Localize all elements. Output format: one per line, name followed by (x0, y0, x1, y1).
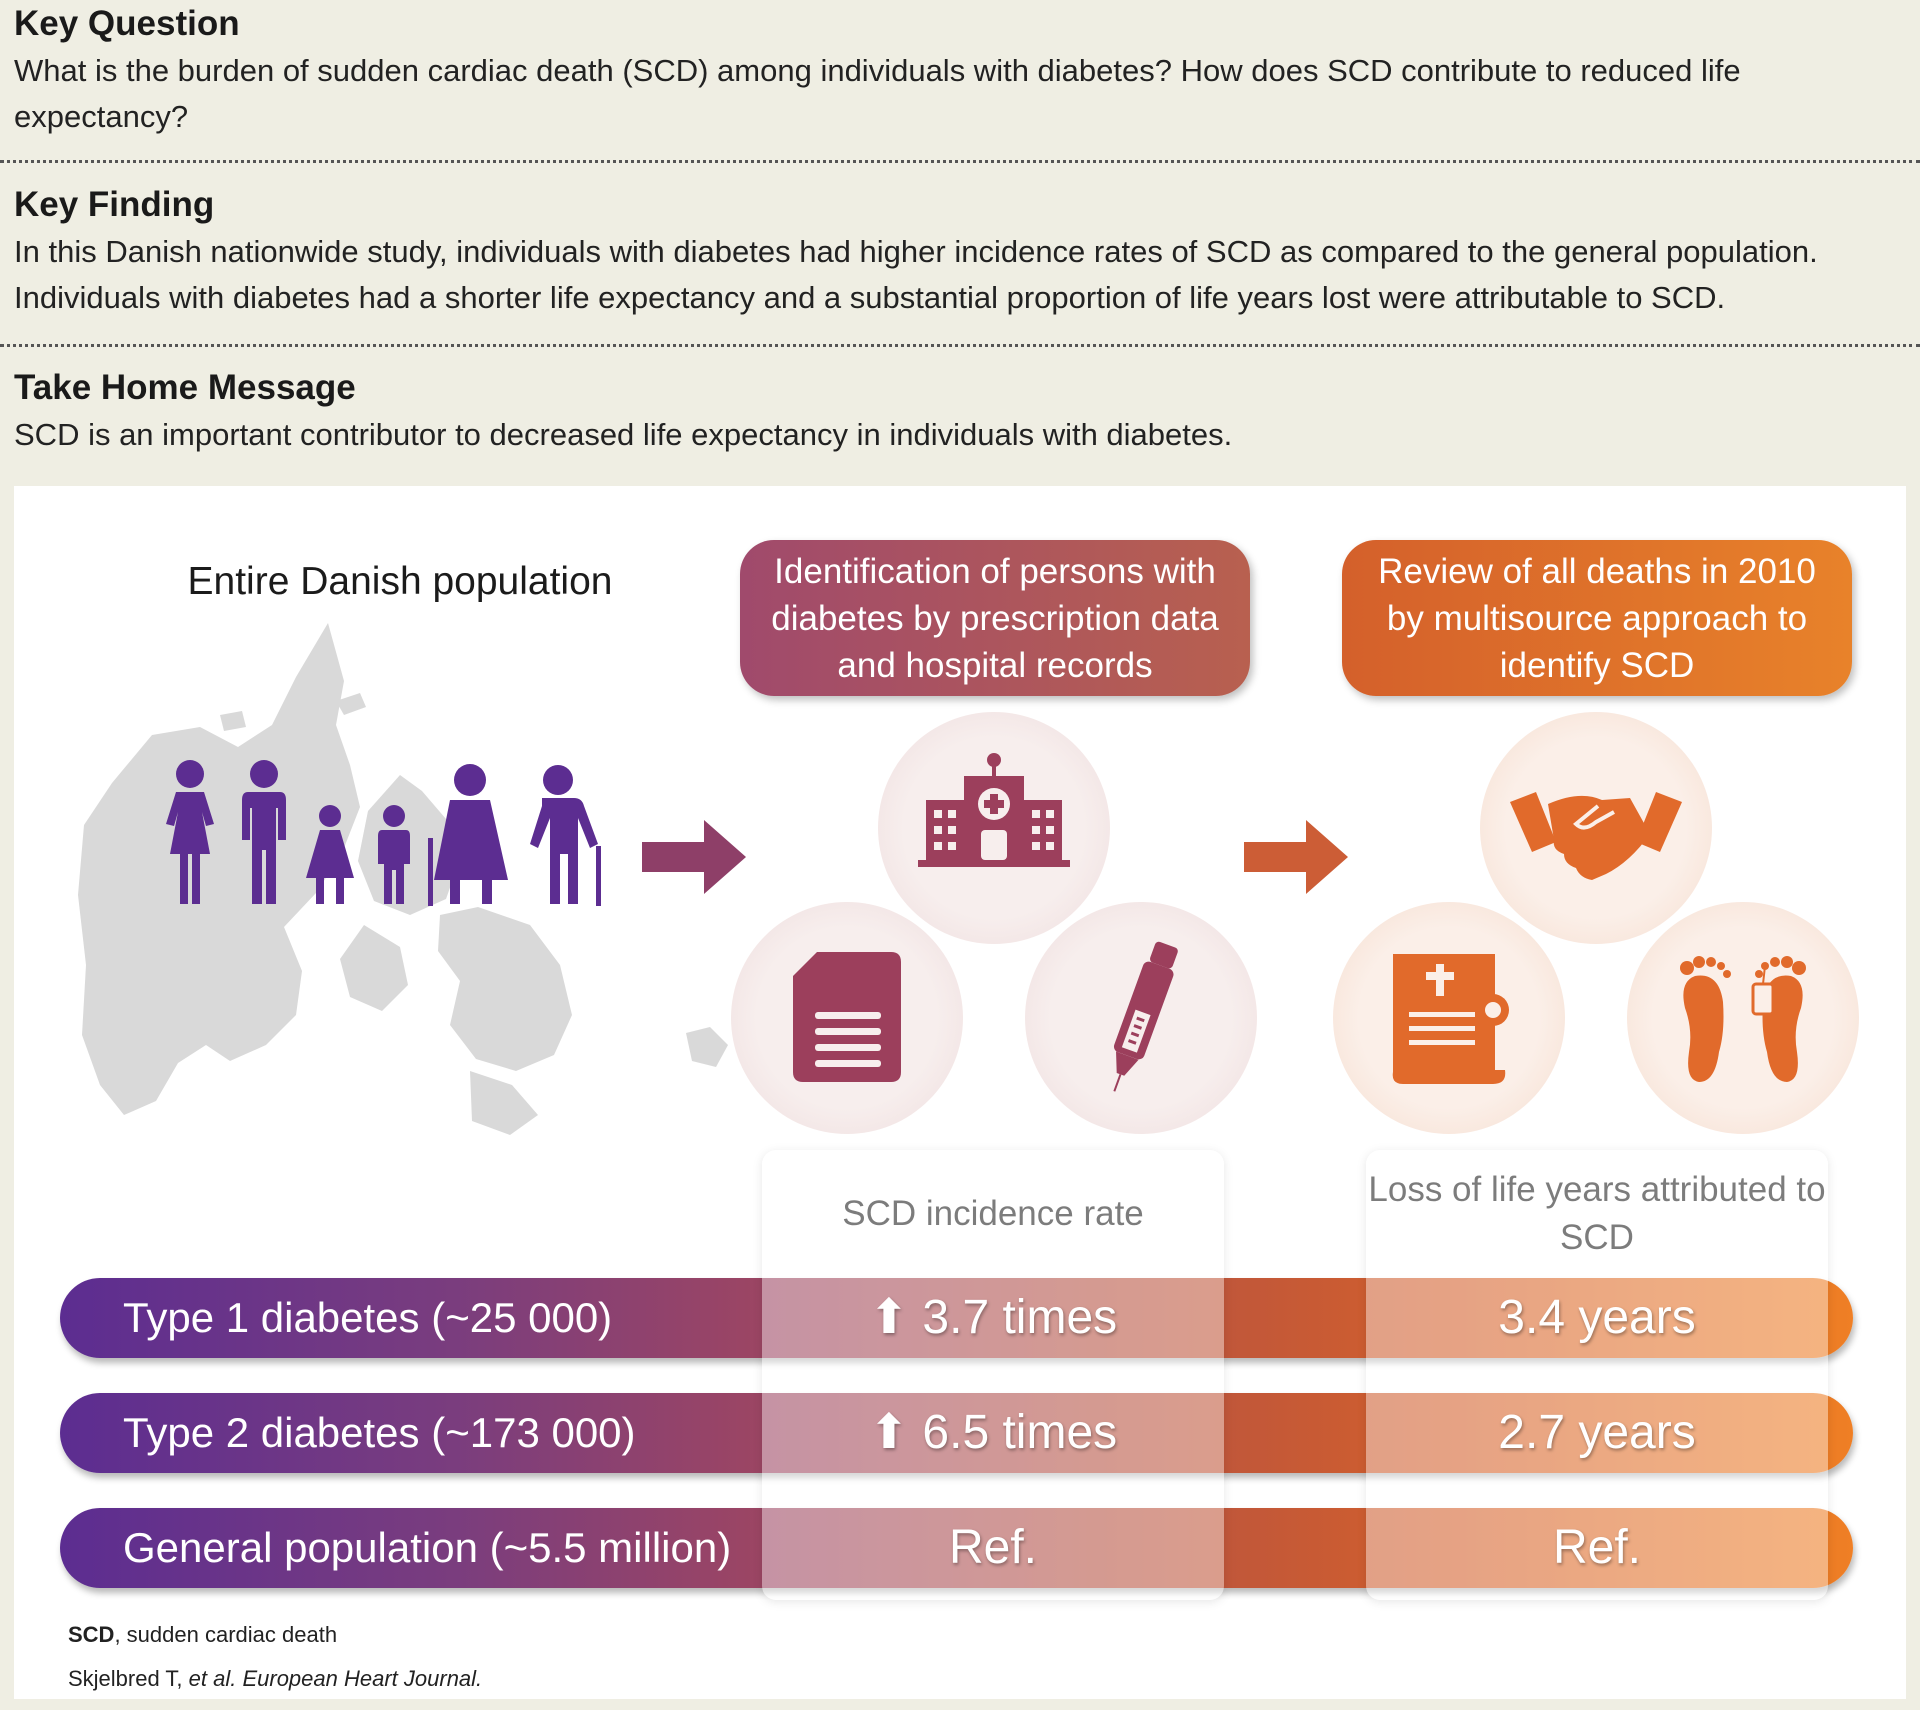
key-question-section: Key Question What is the burden of sudde… (14, 4, 1906, 140)
people-icon (166, 760, 601, 906)
abbr-term: SCD (68, 1622, 115, 1647)
document-circle (731, 902, 963, 1134)
denmark-map-icon (78, 623, 728, 1135)
citation-author: Skjelbred T, (68, 1666, 189, 1691)
citation-journal: et al. European Heart Journal. (188, 1666, 483, 1691)
life-years-value: 2.7 years (1498, 1406, 1696, 1459)
life-years-column (1366, 1150, 1828, 1600)
up-arrow-icon: ⬆ (868, 1291, 910, 1344)
population-title: Entire Danish population (187, 560, 613, 603)
take-home-section: Take Home Message SCD is an important co… (14, 368, 1906, 458)
citation: Skjelbred T, et al. European Heart Journ… (68, 1666, 482, 1692)
incidence-value: ⬆ 3.7 times (762, 1278, 1224, 1358)
key-finding-line2: Individuals with diabetes had a shorter … (14, 280, 1726, 315)
up-arrow-icon: ⬆ (868, 1406, 910, 1459)
death-certificate-circle (1333, 902, 1565, 1134)
handshake-circle (1480, 712, 1712, 944)
life-years-value: Ref. (1552, 1521, 1642, 1574)
row-type1-bar: Type 1 diabetes (~25 000) (60, 1278, 1853, 1358)
identification-box: Identification of persons with diabetes … (740, 540, 1250, 696)
abbr-definition: , sudden cardiac death (114, 1622, 338, 1647)
review-box: Review of all deaths in 2010 by multisou… (1342, 540, 1852, 696)
arrow-right-icon (642, 820, 746, 894)
identification-text: Identification of persons with diabetes … (771, 551, 1219, 685)
insulin-pen-icon (1113, 941, 1178, 1092)
key-finding-section: Key Finding In this Danish nationwide st… (14, 185, 1906, 321)
toe-tag-feet-circle (1627, 902, 1859, 1134)
key-question-heading: Key Question (14, 4, 240, 43)
divider (0, 344, 1920, 347)
review-text: Review of all deaths in 2010 by multisou… (1378, 551, 1816, 685)
take-home-text: SCD is an important contributor to decre… (14, 417, 1233, 452)
key-finding-heading: Key Finding (14, 185, 215, 224)
incidence-value: Ref. (948, 1521, 1038, 1574)
hospital-icon (918, 753, 1070, 867)
arrow-right-icon (1244, 820, 1348, 894)
life-years-value: 3.4 years (1498, 1291, 1696, 1344)
row-label: Type 1 diabetes (~25 000) (123, 1294, 613, 1341)
key-question-text: What is the burden of sudden cardiac dea… (14, 53, 1741, 134)
hospital-circle (878, 712, 1110, 944)
insulin-pen-circle (1025, 902, 1257, 1134)
row-type2-bar: Type 2 diabetes (~173 000) (60, 1393, 1853, 1473)
row-label: Type 2 diabetes (~173 000) (123, 1409, 636, 1456)
handshake-icon (1510, 792, 1682, 880)
toe-tag-feet-icon (1680, 956, 1806, 1082)
death-certificate-icon (1392, 954, 1509, 1084)
row-label: General population (~5.5 million) (123, 1524, 732, 1571)
divider (0, 160, 1920, 163)
take-home-heading: Take Home Message (14, 368, 356, 407)
incidence-text: 6.5 times (922, 1406, 1118, 1459)
incidence-value: ⬆ 6.5 times (762, 1393, 1224, 1473)
life-years-column-header: Loss of life years attributed to SCD (1368, 1170, 1826, 1257)
incidence-column-header: SCD incidence rate (842, 1194, 1144, 1233)
incidence-text: 3.7 times (922, 1291, 1118, 1344)
key-finding-line1: In this Danish nationwide study, individ… (14, 234, 1818, 269)
incidence-column (762, 1150, 1224, 1600)
abbreviation-note: SCD, sudden cardiac death (68, 1622, 337, 1648)
document-icon (793, 952, 901, 1082)
row-general-bar: General population (~5.5 million) (60, 1508, 1853, 1588)
